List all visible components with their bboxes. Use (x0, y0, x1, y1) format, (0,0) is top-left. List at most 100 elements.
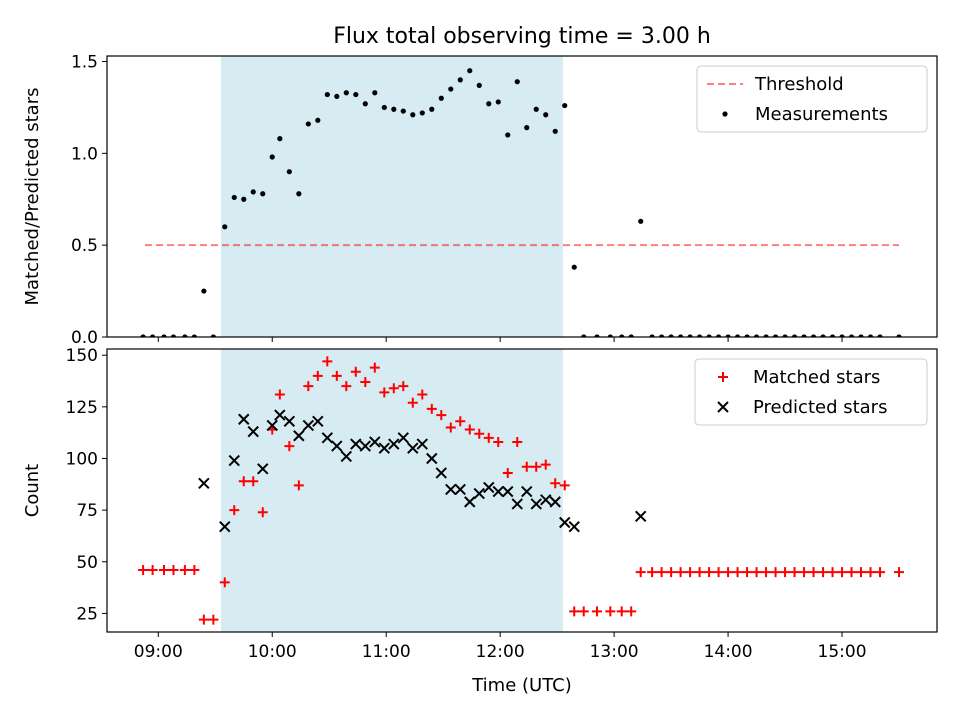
y-tick-label: 25 (76, 604, 98, 624)
matched-point (742, 567, 753, 578)
measurement-point (210, 334, 216, 337)
matched-point (436, 410, 447, 421)
predicted-point (445, 483, 457, 496)
y-tick-label: 100 (66, 449, 98, 469)
measurement-point (457, 77, 463, 83)
legend: Matched stars Predicted stars (694, 358, 928, 426)
measurement-point (715, 334, 722, 337)
matched-point (138, 565, 149, 576)
predicted-point (492, 485, 504, 498)
measurement-point (619, 334, 625, 337)
matched-point (846, 567, 857, 578)
measurement-point (744, 334, 750, 337)
legend-box (694, 358, 928, 426)
matched-point (407, 397, 418, 408)
measurement-point (753, 334, 760, 337)
legend-label: Threshold (754, 74, 844, 95)
plot-bottom: 25 50 75 100 125 150 09:00 10:00 11:00 12:00 13:00… (22, 346, 938, 696)
matched-point (761, 567, 772, 578)
measurement-point (260, 191, 266, 197)
measurement-point (241, 196, 247, 202)
matched-point (189, 565, 200, 576)
predicted-point (219, 520, 231, 533)
matched-point (331, 370, 342, 381)
matched-point (455, 416, 466, 427)
y-tick-label: 75 (76, 501, 98, 521)
measurement-point (391, 106, 397, 112)
matched-point (569, 606, 580, 617)
matched-point (341, 381, 352, 392)
matched-point (685, 567, 696, 578)
chart-title: Flux total observing time = 3.00 h (333, 24, 711, 49)
matched-point (732, 567, 743, 578)
measurement-point (438, 95, 444, 101)
measurement-point (524, 125, 530, 131)
legend-marker-measurements (722, 111, 728, 117)
measurement-point (638, 218, 644, 224)
legend-label: Matched stars (753, 367, 880, 388)
predicted-point (228, 454, 240, 467)
measurement-point (543, 112, 549, 118)
y-tick-label: 1.0 (71, 144, 98, 164)
matched-point (312, 370, 323, 381)
matched-point (208, 614, 219, 625)
measurement-point (763, 334, 769, 337)
measurement-point (734, 334, 741, 337)
matched-point (445, 422, 456, 433)
observing-window-shade (220, 349, 563, 632)
measurement-point (696, 334, 703, 337)
predicted-point (464, 496, 476, 508)
measurement-point (725, 334, 731, 337)
matched-point (713, 567, 724, 578)
measurement-point (419, 110, 425, 116)
predicted-point (511, 498, 523, 510)
measurement-point (829, 334, 836, 337)
predicted-point (369, 436, 381, 448)
matched-point (656, 567, 667, 578)
predicted-point (340, 450, 353, 463)
matched-point (426, 403, 437, 414)
matched-point (531, 461, 542, 472)
axes-frame (106, 55, 938, 338)
measurement-point (533, 106, 539, 112)
measurement-point (677, 334, 684, 337)
x-axis-label: Time (UTC) (471, 675, 572, 696)
axes-frame (106, 348, 938, 633)
measurement-point (571, 264, 577, 270)
predicted-point (388, 438, 400, 450)
matched-point (605, 606, 616, 617)
matched-point (675, 567, 686, 578)
plot-top: 0.0 0.5 1.0 1.5 Matched/Predicted stars Thres… (22, 53, 938, 348)
legend-box (696, 65, 928, 133)
x-tick-label: 13:00 (590, 642, 639, 662)
predicted-point (302, 419, 315, 432)
measurement-point (305, 121, 311, 127)
plot-area (138, 349, 905, 632)
predicted-point (540, 494, 552, 506)
matched-point (666, 567, 677, 578)
matched-point (694, 567, 705, 578)
predicted-point (634, 510, 647, 523)
y-axis-label: Matched/Predicted stars (22, 88, 43, 306)
matched-point (723, 567, 734, 578)
plot-area (140, 56, 902, 337)
measurement-point (772, 334, 779, 337)
measurement-point (877, 334, 883, 337)
matched-point (147, 565, 158, 576)
predicted-point (416, 438, 428, 450)
matched-point (417, 389, 428, 400)
predicted-point (350, 438, 362, 450)
measurement-point (505, 132, 511, 138)
predicted-point (238, 413, 250, 425)
matched-point (818, 567, 829, 578)
measurement-point (381, 104, 387, 111)
matched-point (894, 567, 905, 578)
legend-marker-matched (718, 372, 728, 382)
matched-point (350, 366, 361, 377)
measurement-point (848, 334, 855, 337)
measurement-point (791, 334, 798, 337)
predicted-point (359, 440, 372, 452)
matched-point (464, 424, 475, 435)
measurement-point (400, 108, 406, 114)
